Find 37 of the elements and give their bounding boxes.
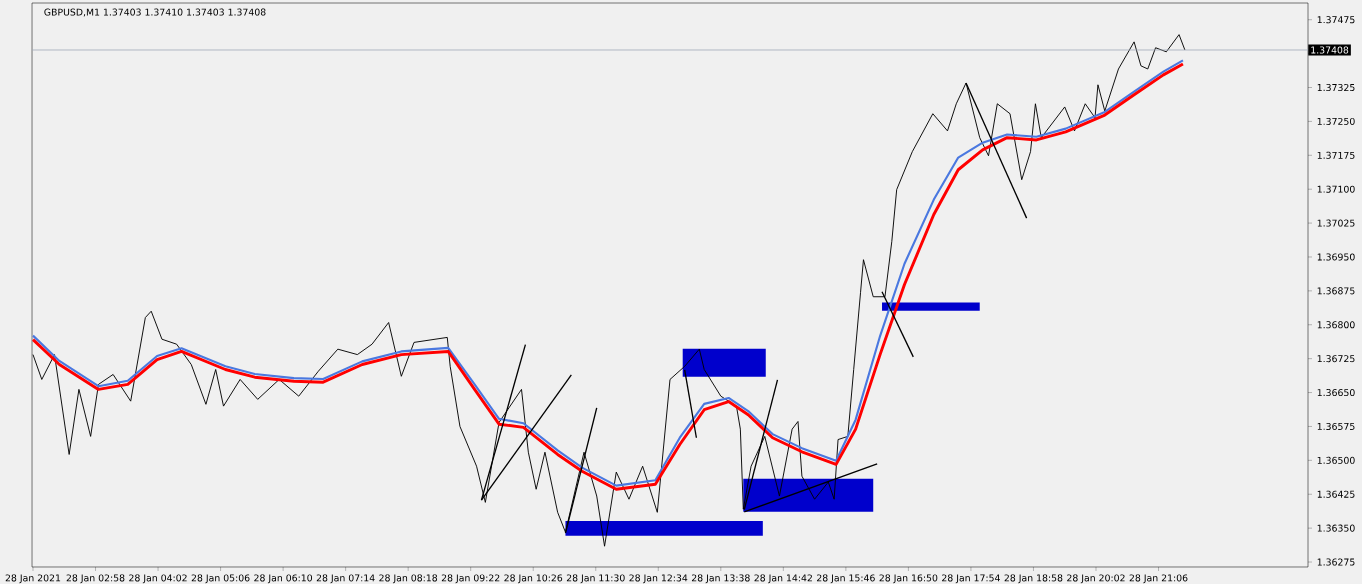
y-tick-label: 1.37475 (1317, 16, 1355, 24)
x-tick-label: 28 Jan 07:14 (316, 574, 375, 584)
x-tick-label: 28 Jan 06:10 (254, 574, 313, 584)
y-tick-label: 1.36350 (1317, 524, 1355, 532)
x-tick-label: 28 Jan 2021 (5, 574, 61, 584)
y-tick-label: 1.37250 (1317, 118, 1355, 126)
x-tick-label: 28 Jan 18:58 (1004, 574, 1063, 584)
y-tick-label: 1.36950 (1317, 253, 1355, 261)
x-tick-label: 28 Jan 05:06 (191, 574, 250, 584)
y-tick-label: 1.37175 (1317, 151, 1355, 160)
y-tick-label: 1.37100 (1317, 185, 1355, 193)
y-tick-label: 1.36725 (1317, 355, 1355, 363)
x-tick-label: 28 Jan 17:54 (942, 574, 1000, 584)
x-tick-label: 28 Jan 15:46 (817, 574, 875, 584)
y-tick-label: 1.36275 (1317, 558, 1355, 566)
y-tick-label: 1.36425 (1317, 490, 1355, 498)
x-tick-label: 28 Jan 16:50 (879, 574, 938, 584)
x-tick-label: 28 Jan 20:02 (1067, 574, 1125, 584)
x-tick-label: 28 Jan 04:02 (129, 574, 187, 584)
y-tick-label: 1.36800 (1317, 321, 1355, 329)
x-tick-label: 28 Jan 10:26 (504, 574, 563, 584)
y-tick-label: 1.37325 (1317, 84, 1355, 92)
text: GBPUSD,M1 1.37403 1.37410 1.37403 1.37408 (44, 8, 266, 17)
x-tick-label: 28 Jan 14:42 (754, 574, 812, 584)
x-tick-label: 28 Jan 09:22 (441, 574, 500, 584)
x-tick-label: 28 Jan 08:18 (379, 574, 438, 584)
ref-line-label: 1.37408 (1311, 46, 1349, 54)
x-tick-label: 28 Jan 02:58 (66, 574, 125, 584)
x-tick-label: 28 Jan 11:30 (566, 574, 625, 584)
y-tick-label: 1.36650 (1317, 389, 1355, 397)
y-tick-label: 1.36875 (1317, 287, 1355, 295)
y-tick-label: 1.37025 (1317, 219, 1355, 227)
y-tick-label: 1.36575 (1317, 423, 1355, 431)
x-tick-label: 28 Jan 21:06 (1129, 574, 1188, 584)
x-tick-label: 28 Jan 13:38 (691, 574, 750, 584)
x-tick-label: 28 Jan 12:34 (629, 574, 688, 584)
y-tick-label: 1.36500 (1317, 457, 1355, 465)
